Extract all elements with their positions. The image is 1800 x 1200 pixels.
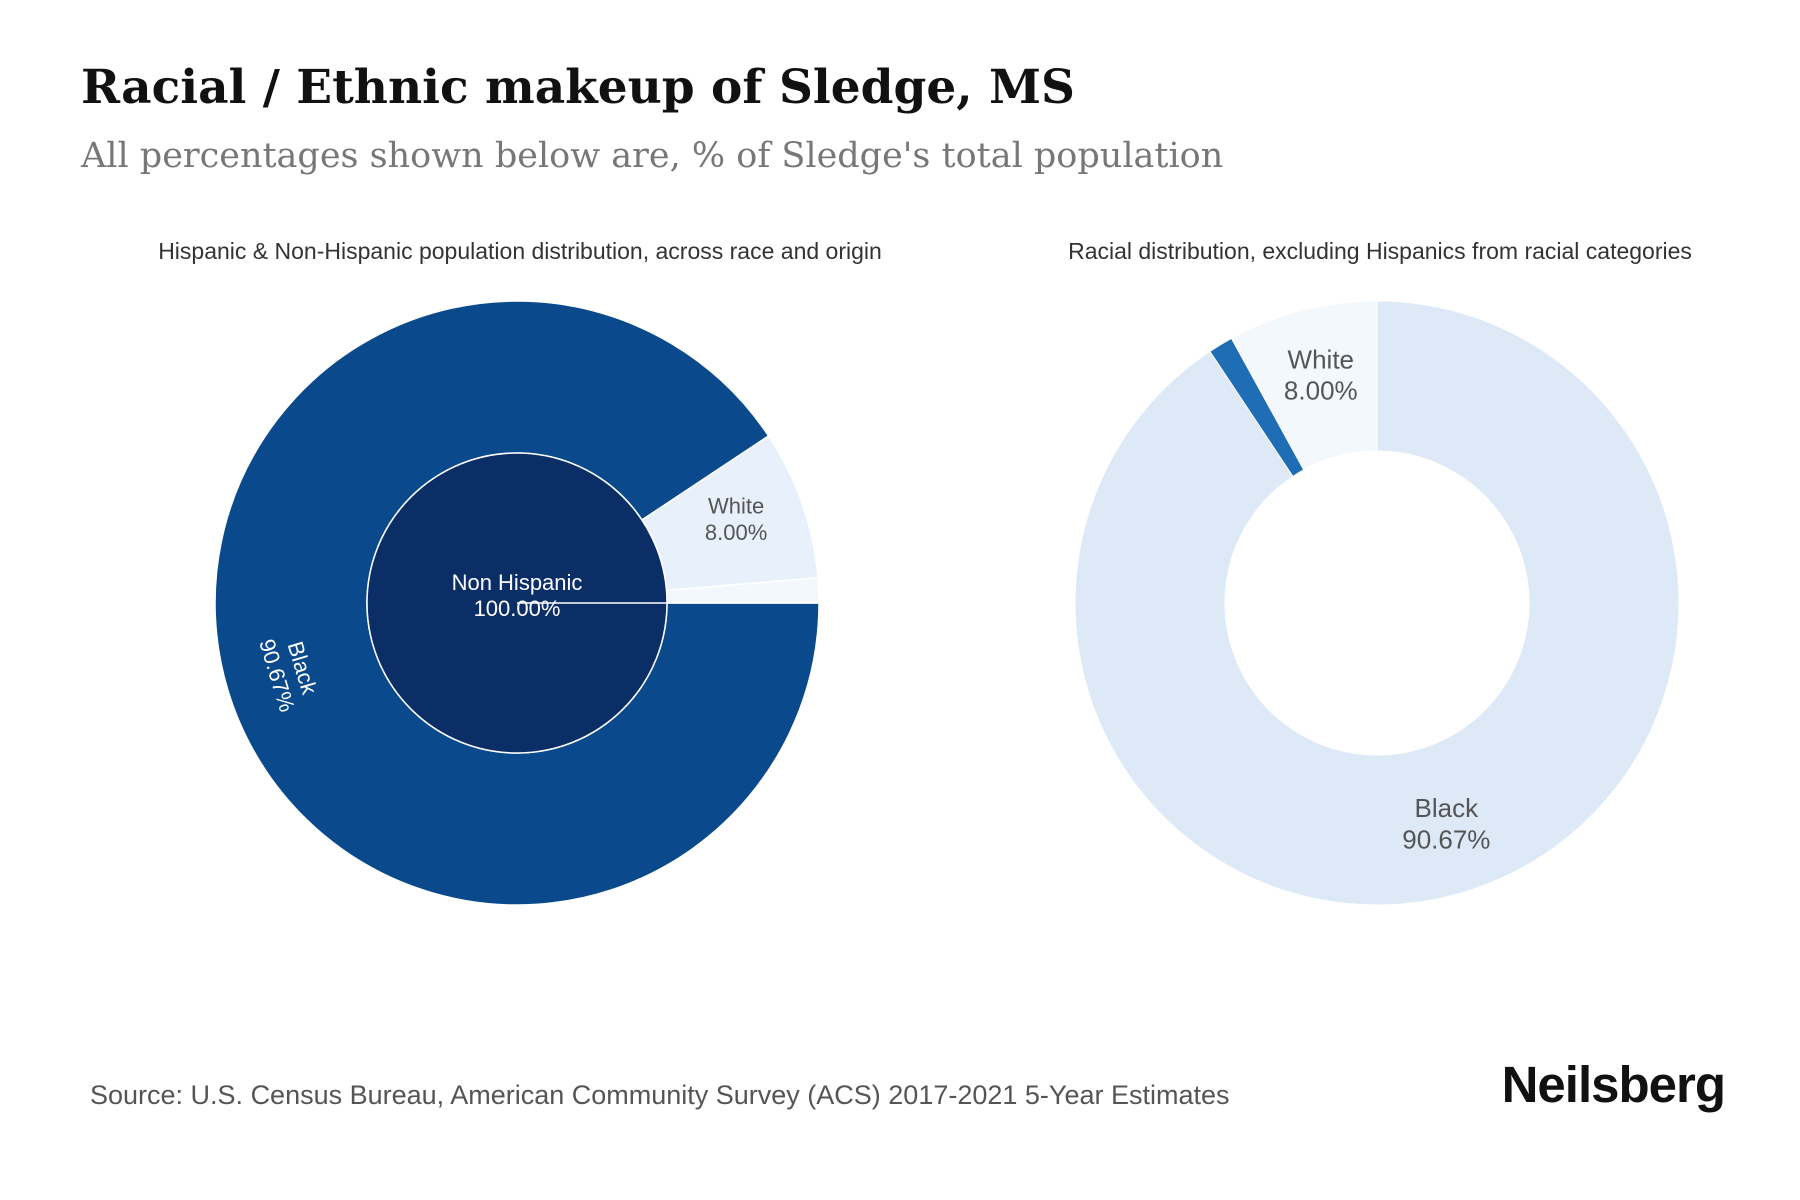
outer-label-white: White 8.00% [705, 494, 767, 545]
left-chart-title: Hispanic & Non-Hispanic population distr… [158, 238, 882, 264]
donut-label-white: White 8.00% [1284, 345, 1358, 406]
sunburst-chart: Black90.67%White 8.00%Non Hispanic 100.00% [214, 300, 820, 906]
page-title: Racial / Ethnic makeup of Sledge, MS [81, 60, 1075, 115]
donut-label-black: Black 90.67% [1402, 793, 1490, 854]
page-subtitle: All percentages shown below are, % of Sl… [81, 136, 1224, 176]
donut-slice-white [1230, 300, 1378, 471]
inner-label-non-hispanic: Non Hispanic 100.00% [452, 570, 583, 621]
source-note: Source: U.S. Census Bureau, American Com… [90, 1080, 1230, 1110]
brand-logo: Neilsberg [1501, 1056, 1726, 1113]
donut-slice-black [1074, 300, 1680, 906]
right-chart-title: Racial distribution, excluding Hispanics… [1068, 238, 1692, 264]
donut-chart: Black 90.67% White 8.00% [1074, 300, 1680, 906]
